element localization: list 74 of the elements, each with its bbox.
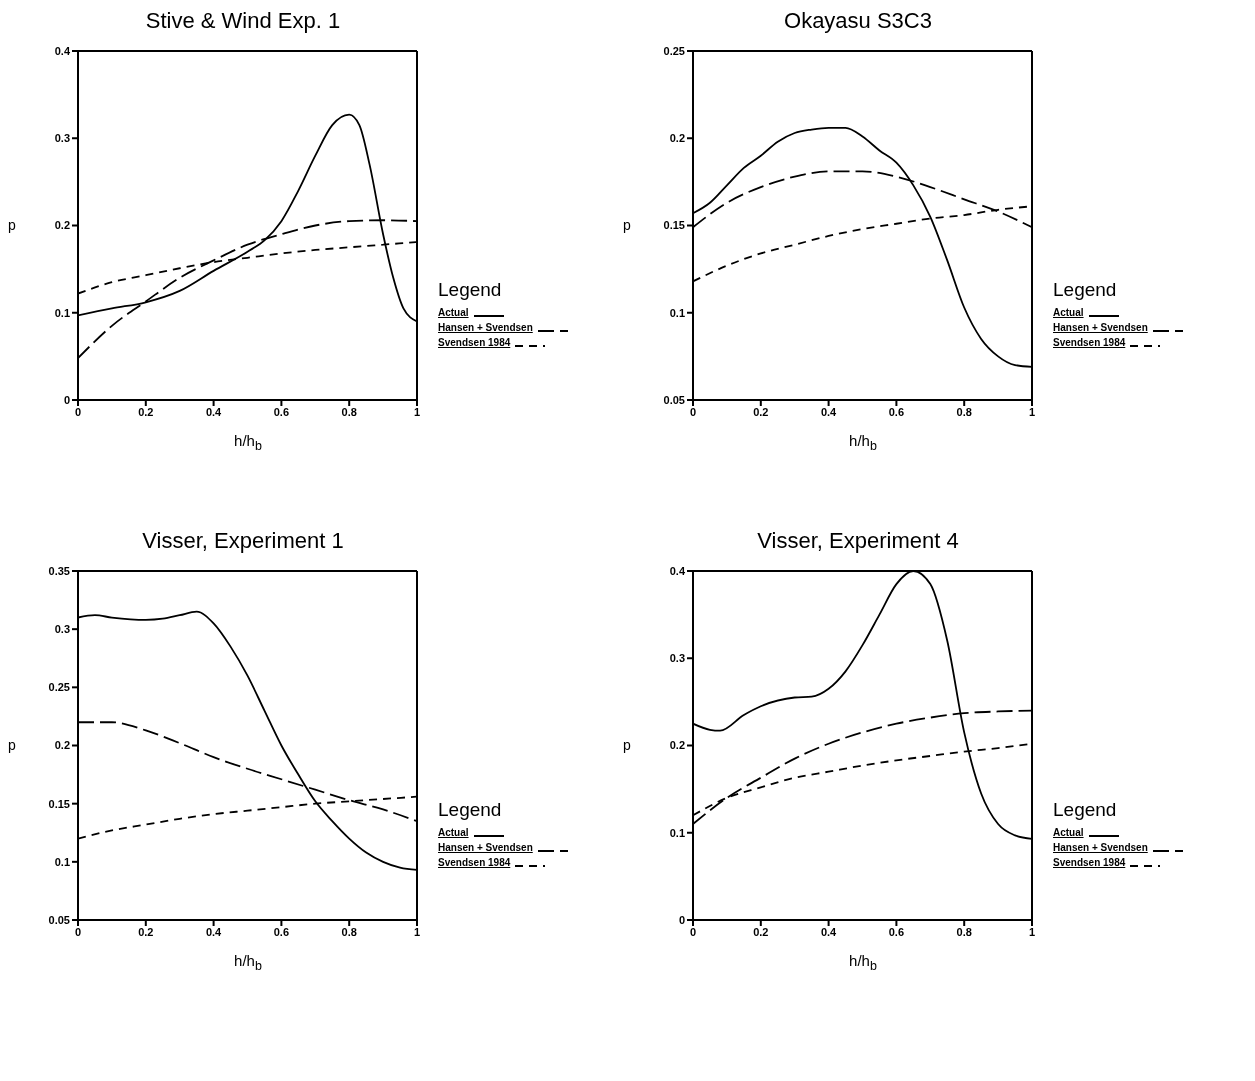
x-tick-label: 1 — [1028, 405, 1036, 418]
y-tick-label: 0.2 — [54, 739, 70, 752]
legend-label: Hansen + Svendsen — [1053, 841, 1148, 853]
y-tick-label: 0.15 — [663, 219, 685, 232]
y-tick-label: 0.3 — [54, 132, 70, 145]
legend-title: Legend — [438, 798, 503, 821]
legend-title: Legend — [1053, 278, 1118, 301]
x-axis-title: h/h$_{b}$ — [233, 952, 263, 973]
y-tick-label: 0.1 — [54, 306, 70, 319]
x-tick-label: 0.6 — [888, 925, 905, 938]
y-tick-label: 0.2 — [54, 219, 70, 232]
x-axis-title: h/h$_{b}$ — [848, 432, 878, 453]
y-tick-label: 0 — [63, 393, 70, 406]
y-tick-label: 0.05 — [663, 393, 685, 406]
y-axis-title: p — [8, 736, 16, 755]
y-axis-title: p — [8, 216, 16, 235]
chart-title: Visser, Experiment 1 — [141, 528, 345, 554]
y-axis-title: p — [623, 736, 631, 755]
x-tick-label: 0.2 — [138, 405, 154, 418]
legend-label: Actual — [1053, 306, 1084, 318]
x-tick-label: 0.2 — [753, 405, 769, 418]
x-tick-label: 0.4 — [205, 405, 223, 418]
x-tick-label: 0.8 — [341, 405, 357, 418]
x-tick-label: 0.8 — [956, 925, 972, 938]
x-tick-label: 0.8 — [956, 405, 972, 418]
legend-label: Actual — [438, 306, 469, 318]
legend-label: Actual — [1053, 826, 1084, 838]
x-tick-label: 0.4 — [820, 925, 838, 938]
y-tick-label: 0.1 — [669, 306, 685, 319]
y-tick-label: 0.15 — [48, 797, 70, 810]
legend-label: Svendsen 1984 — [1053, 856, 1126, 868]
y-tick-label: 0.35 — [48, 564, 70, 577]
chart-title: Visser, Experiment 4 — [756, 528, 960, 554]
y-tick-label: 0.4 — [54, 44, 71, 57]
x-tick-label: 0.2 — [138, 925, 154, 938]
x-tick-label: 0 — [689, 925, 697, 938]
x-tick-label: 0.2 — [753, 925, 769, 938]
legend-label: Hansen + Svendsen — [1053, 321, 1148, 333]
y-tick-label: 0.4 — [669, 564, 686, 577]
legend-label: Hansen + Svendsen — [438, 321, 533, 333]
x-tick-label: 0 — [74, 405, 82, 418]
y-tick-label: 0.3 — [669, 652, 685, 665]
x-tick-label: 0.6 — [273, 405, 290, 418]
y-tick-label: 0.2 — [669, 132, 685, 145]
y-tick-label: 0.2 — [669, 739, 685, 752]
x-axis-title: h/h$_{b}$ — [233, 432, 263, 453]
x-tick-label: 0.6 — [888, 405, 905, 418]
legend-label: Svendsen 1984 — [438, 856, 511, 868]
y-tick-label: 0.25 — [663, 44, 685, 57]
legend-label: Hansen + Svendsen — [438, 841, 533, 853]
x-tick-label: 0.4 — [820, 405, 838, 418]
y-tick-label: 0.05 — [48, 913, 70, 926]
y-tick-label: 0.1 — [54, 855, 70, 868]
x-tick-label: 1 — [1028, 925, 1036, 938]
legend-label: Actual — [438, 826, 469, 838]
x-tick-label: 1 — [413, 925, 421, 938]
legend-title: Legend — [1053, 798, 1118, 821]
legend-label: Svendsen 1984 — [438, 336, 511, 348]
x-tick-label: 0.8 — [341, 925, 357, 938]
y-tick-label: 0 — [678, 913, 685, 926]
legend-title: Legend — [438, 278, 503, 301]
x-tick-label: 0 — [689, 405, 697, 418]
x-tick-label: 0.4 — [205, 925, 223, 938]
x-tick-label: 0 — [74, 925, 82, 938]
x-tick-label: 0.6 — [273, 925, 290, 938]
legend-label: Svendsen 1984 — [1053, 336, 1126, 348]
y-tick-label: 0.25 — [48, 681, 70, 694]
x-axis-title: h/h$_{b}$ — [848, 952, 878, 973]
y-axis-title: p — [623, 216, 631, 235]
x-tick-label: 1 — [413, 405, 421, 418]
y-tick-label: 0.1 — [669, 826, 685, 839]
chart-title: Stive & Wind Exp. 1 — [144, 8, 342, 34]
y-tick-label: 0.3 — [54, 623, 70, 636]
chart-title: Okayasu S3C3 — [783, 8, 933, 34]
